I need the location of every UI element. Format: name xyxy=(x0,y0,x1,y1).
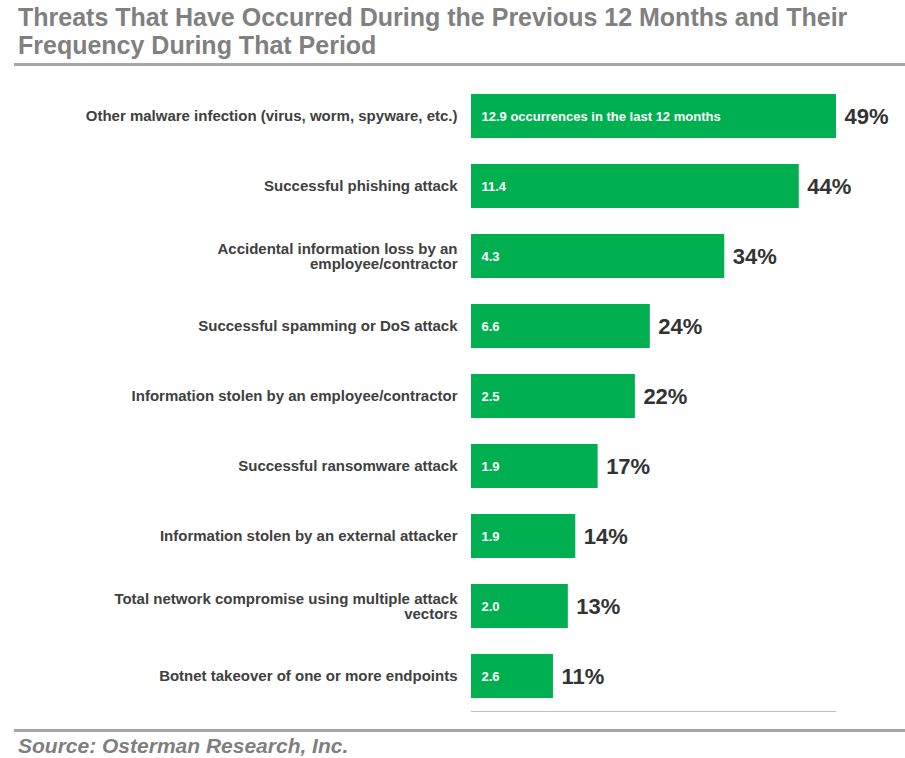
svg-text:22%: 22% xyxy=(643,384,687,409)
svg-text:Successful ransomware attack: Successful ransomware attack xyxy=(238,457,458,474)
svg-text:2.6: 2.6 xyxy=(482,669,500,684)
html-text:Threats That Have Occurred Dur: Threats That Have Occurred During the Pr… xyxy=(18,3,848,59)
svg-text:4.3: 4.3 xyxy=(482,249,500,264)
svg-text:Information stolen by an exter: Information stolen by an external attack… xyxy=(160,527,458,544)
svg-text:14%: 14% xyxy=(584,524,628,549)
svg-text:44%: 44% xyxy=(807,174,851,199)
svg-text:2.5: 2.5 xyxy=(482,389,500,404)
svg-text:Total network compromise using: Total network compromise using multiple … xyxy=(114,590,458,622)
svg-text:Accidental information loss by: Accidental information loss by anemploye… xyxy=(217,240,457,272)
svg-text:11.4: 11.4 xyxy=(482,179,507,194)
svg-text:Successful spamming or DoS att: Successful spamming or DoS attack xyxy=(198,317,458,334)
svg-text:Other malware infection (virus: Other malware infection (virus, worm, sp… xyxy=(86,107,458,124)
svg-text:1.9: 1.9 xyxy=(482,529,500,544)
svg-text:13%: 13% xyxy=(576,594,620,619)
svg-text:17%: 17% xyxy=(606,454,650,479)
svg-text:11%: 11% xyxy=(561,664,604,689)
svg-text:6.6: 6.6 xyxy=(482,319,500,334)
svg-text:49%: 49% xyxy=(845,104,889,129)
svg-text:12.9 occurrences in the last 1: 12.9 occurrences in the last 12 months xyxy=(482,109,721,124)
html-text:Source: Osterman Research, Inc: Source: Osterman Research, Inc. xyxy=(18,734,349,757)
svg-text:Information stolen by an emplo: Information stolen by an employee/contra… xyxy=(132,387,458,404)
svg-text:2.0: 2.0 xyxy=(482,599,500,614)
svg-text:Successful phishing attack: Successful phishing attack xyxy=(264,177,458,194)
svg-text:24%: 24% xyxy=(658,314,702,339)
svg-text:Botnet takeover of one or more: Botnet takeover of one or more endpoints xyxy=(159,667,457,684)
svg-text:1.9: 1.9 xyxy=(482,459,500,474)
svg-text:34%: 34% xyxy=(733,244,777,269)
